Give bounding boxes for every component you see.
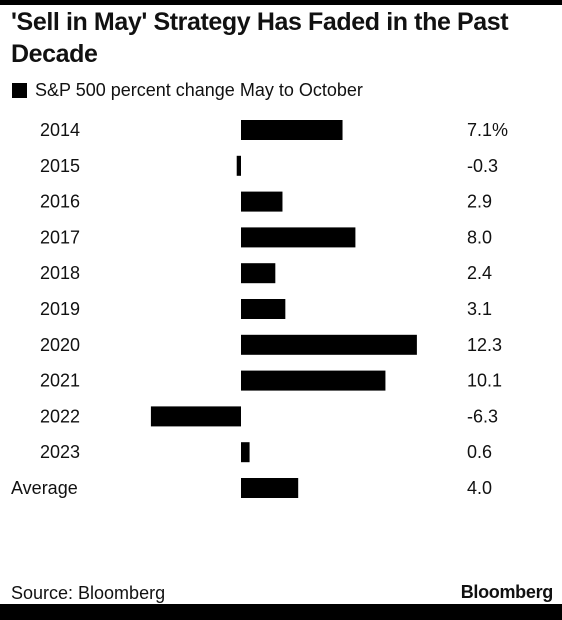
bar	[150, 406, 241, 427]
legend-label: S&P 500 percent change May to October	[35, 79, 363, 100]
top-rule	[0, 0, 562, 5]
value-label: 2.4	[467, 263, 492, 283]
value-label: 10.1	[467, 371, 502, 391]
bloomberg-logo: Bloomberg	[460, 582, 554, 602]
category-label: 2021	[40, 371, 80, 391]
bar	[241, 370, 386, 391]
value-label: 3.1	[467, 299, 492, 319]
category-label: 2018	[40, 263, 80, 283]
chart-title: 'Sell in May' Strategy Has Faded in the …	[11, 8, 509, 68]
category-label: 2017	[40, 227, 80, 247]
category-label: Average	[11, 478, 78, 498]
bar	[241, 263, 276, 284]
category-label: 2015	[40, 156, 80, 176]
value-label: 7.1%	[467, 120, 508, 140]
bar	[241, 227, 356, 248]
legend-swatch	[12, 82, 27, 98]
category-label: 2020	[40, 335, 80, 355]
bar	[241, 334, 417, 355]
legend: S&P 500 percent change May to October	[12, 79, 363, 101]
bar	[241, 442, 250, 463]
value-label: -0.3	[467, 156, 498, 176]
bar	[236, 155, 241, 176]
category-label: 2019	[40, 299, 80, 319]
category-label: 2014	[40, 120, 80, 140]
bar	[241, 191, 283, 212]
category-label: 2016	[40, 192, 80, 212]
bar	[241, 478, 299, 498]
bottom-rule	[0, 604, 562, 620]
value-label: 8.0	[467, 227, 492, 247]
bar-chart: 2014 7.1% 2015 -0.3 2016 2.9 2017 8.0 2018 2.4 201…	[11, 120, 508, 498]
category-label: 2022	[40, 406, 80, 426]
bar	[241, 299, 286, 319]
value-label: 4.0	[467, 478, 492, 498]
value-label: 0.6	[467, 442, 492, 462]
source-note: Source: Bloomberg	[11, 583, 166, 603]
category-label: 2023	[40, 442, 80, 462]
value-label: -6.3	[467, 406, 498, 426]
bar	[241, 120, 343, 140]
value-label: 12.3	[467, 335, 502, 355]
value-label: 2.9	[467, 192, 492, 212]
